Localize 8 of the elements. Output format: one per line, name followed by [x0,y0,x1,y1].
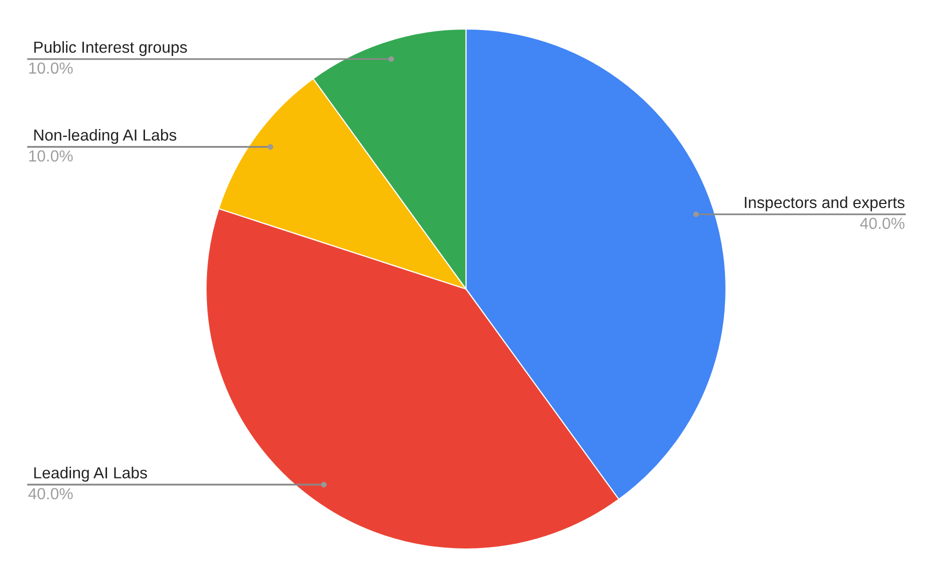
data-label: 10.0% [29,62,73,74]
slice-label: Leading AI Labs [34,466,147,482]
data-label: 40.0% [860,218,904,230]
slice-label: Non-leading AI Labs [34,128,176,144]
data-label: 10.0% [29,150,73,162]
slice-label: Public Interest groups [34,41,187,56]
data-label: 40.0% [28,488,73,500]
slice-label: Inspectors and experts [744,196,904,212]
